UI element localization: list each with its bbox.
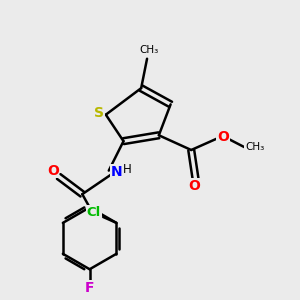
Text: H: H — [123, 163, 131, 176]
Text: N: N — [110, 165, 122, 179]
Text: F: F — [85, 281, 94, 295]
Text: O: O — [188, 179, 200, 193]
Text: S: S — [94, 106, 104, 120]
Text: O: O — [217, 130, 229, 144]
Text: O: O — [47, 164, 59, 178]
Text: CH₃: CH₃ — [139, 46, 158, 56]
Text: CH₃: CH₃ — [245, 142, 264, 152]
Text: Cl: Cl — [87, 206, 101, 219]
